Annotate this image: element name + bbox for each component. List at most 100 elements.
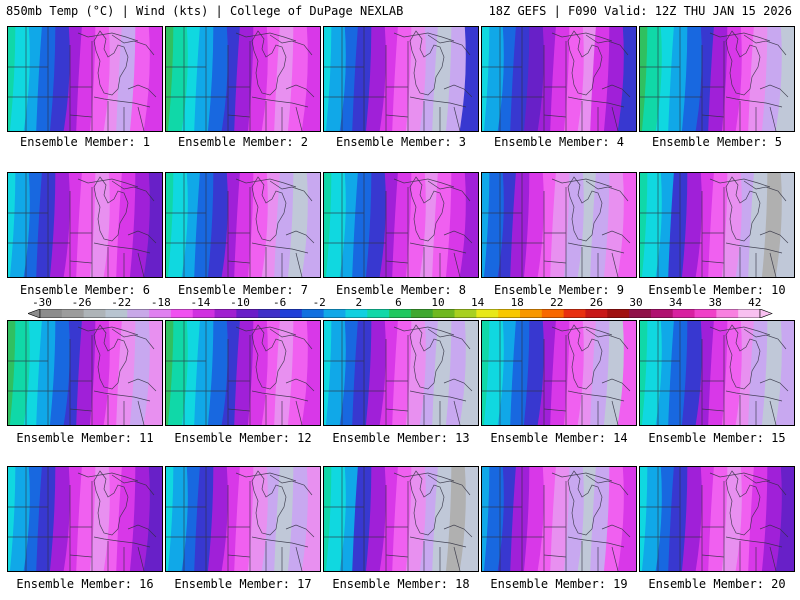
ensemble-map-6 xyxy=(8,173,162,277)
ensemble-map-1 xyxy=(8,27,162,131)
ensemble-member-label: Ensemble Member: 18 xyxy=(332,577,470,591)
colorbar-segment xyxy=(192,309,215,318)
colorbar-segment xyxy=(61,309,85,318)
colorbar-tick-label: 18 xyxy=(510,296,524,309)
colorbar-segment xyxy=(149,309,172,318)
ensemble-map-panel-20 xyxy=(639,466,795,572)
colorbar-segment xyxy=(694,309,717,318)
colorbar-segment xyxy=(389,309,412,318)
colorbar-segment xyxy=(650,309,674,318)
colorbar-segment xyxy=(629,309,652,318)
ensemble-member-label: Ensemble Member: 1 xyxy=(19,135,151,149)
ensemble-map-panel-12 xyxy=(165,320,321,426)
ensemble-map-panel-17 xyxy=(165,466,321,572)
colorbar-tick-label: -30 xyxy=(32,296,52,309)
colorbar-tick-label: -2 xyxy=(312,296,326,309)
ensemble-map-panel-6 xyxy=(7,172,163,278)
ensemble-map-9 xyxy=(482,173,636,277)
ensemble-map-panel-18 xyxy=(323,466,479,572)
colorbar-segment xyxy=(83,309,106,318)
colorbar-segment xyxy=(236,309,259,318)
ensemble-map-18 xyxy=(324,467,478,571)
colorbar-segment xyxy=(214,309,237,318)
colorbar-tick-label: -10 xyxy=(230,296,250,309)
ensemble-map-panel-11 xyxy=(7,320,163,426)
colorbar-segment xyxy=(170,309,194,318)
ensemble-member-label: Ensemble Member: 8 xyxy=(335,283,467,297)
ensemble-member-label: Ensemble Member: 4 xyxy=(493,135,625,149)
ensemble-map-12 xyxy=(166,321,320,425)
colorbar-segment xyxy=(672,309,695,318)
ensemble-map-panel-2 xyxy=(165,26,321,132)
ensemble-map-7 xyxy=(166,173,320,277)
ensemble-map-10 xyxy=(640,173,794,277)
ensemble-member-label: Ensemble Member: 15 xyxy=(648,431,786,445)
colorbar-segment xyxy=(716,309,739,318)
colorbar-segment xyxy=(280,309,303,318)
colorbar-strip xyxy=(28,309,773,318)
ensemble-map-19 xyxy=(482,467,636,571)
ensemble-map-panel-1 xyxy=(7,26,163,132)
ensemble-map-panel-14 xyxy=(481,320,637,426)
colorbar-segment xyxy=(40,309,63,318)
ensemble-map-panel-7 xyxy=(165,172,321,278)
colorbar-right-arrow xyxy=(759,309,773,318)
ensemble-member-label: Ensemble Member: 6 xyxy=(19,283,151,297)
ensemble-member-label: Ensemble Member: 17 xyxy=(174,577,312,591)
ensemble-map-panel-3 xyxy=(323,26,479,132)
colorbar-segment xyxy=(738,309,761,318)
ensemble-member-label: Ensemble Member: 10 xyxy=(648,283,786,297)
ensemble-map-16 xyxy=(8,467,162,571)
colorbar-tick-label: 38 xyxy=(708,296,722,309)
colorbar-segment xyxy=(345,309,368,318)
ensemble-member-label: Ensemble Member: 2 xyxy=(177,135,309,149)
ensemble-map-panel-9 xyxy=(481,172,637,278)
colorbar-segment xyxy=(323,309,346,318)
ensemble-map-2 xyxy=(166,27,320,131)
colorbar-segment xyxy=(498,309,521,318)
ensemble-member-label: Ensemble Member: 19 xyxy=(490,577,628,591)
colorbar-tick-label: -22 xyxy=(111,296,132,309)
ensemble-map-4 xyxy=(482,27,636,131)
colorbar-tick-label: 26 xyxy=(589,296,604,309)
ensemble-member-label: Ensemble Member: 9 xyxy=(493,283,625,297)
ensemble-member-label: Ensemble Member: 12 xyxy=(174,431,312,445)
ensemble-map-8 xyxy=(324,173,478,277)
colorbar-segment xyxy=(454,309,477,318)
ensemble-map-11 xyxy=(8,321,162,425)
ensemble-map-panel-10 xyxy=(639,172,795,278)
ensemble-member-label: Ensemble Member: 16 xyxy=(16,577,154,591)
colorbar-left-arrow xyxy=(28,309,41,318)
ensemble-map-15 xyxy=(640,321,794,425)
colorbar-tick-label: -14 xyxy=(190,296,211,309)
ensemble-map-panel-8 xyxy=(323,172,479,278)
colorbar-tick-label: 22 xyxy=(550,296,564,309)
ensemble-map-17 xyxy=(166,467,320,571)
colorbar-segment xyxy=(607,309,630,318)
colorbar-tick-label: 6 xyxy=(395,296,402,309)
header-title-right: 18Z GEFS | F090 Valid: 12Z THU JAN 15 20… xyxy=(488,4,792,18)
ensemble-member-label: Ensemble Member: 5 xyxy=(651,135,783,149)
colorbar-tick-label: 30 xyxy=(629,296,643,309)
ensemble-map-14 xyxy=(482,321,636,425)
colorbar-segment xyxy=(476,309,499,318)
colorbar-segment xyxy=(541,309,565,318)
header-title-left: 850mb Temp (°C) | Wind (kts) | College o… xyxy=(6,4,404,18)
colorbar-segment xyxy=(585,309,608,318)
colorbar-tick-label: 42 xyxy=(748,296,762,309)
colorbar-segment xyxy=(105,309,128,318)
ensemble-member-label: Ensemble Member: 11 xyxy=(16,431,154,445)
colorbar-segment xyxy=(127,309,150,318)
colorbar-segment xyxy=(563,309,586,318)
ensemble-map-5 xyxy=(640,27,794,131)
colorbar-tick-label: -6 xyxy=(272,296,287,309)
colorbar-tick-label: 14 xyxy=(470,296,485,309)
colorbar-segment xyxy=(520,309,543,318)
ensemble-map-3 xyxy=(324,27,478,131)
colorbar-segment xyxy=(410,309,434,318)
ensemble-member-label: Ensemble Member: 20 xyxy=(648,577,786,591)
ensemble-map-panel-15 xyxy=(639,320,795,426)
colorbar-tick-label: -26 xyxy=(71,296,92,309)
colorbar-tick-label: 10 xyxy=(431,296,445,309)
ensemble-member-label: Ensemble Member: 13 xyxy=(332,431,470,445)
